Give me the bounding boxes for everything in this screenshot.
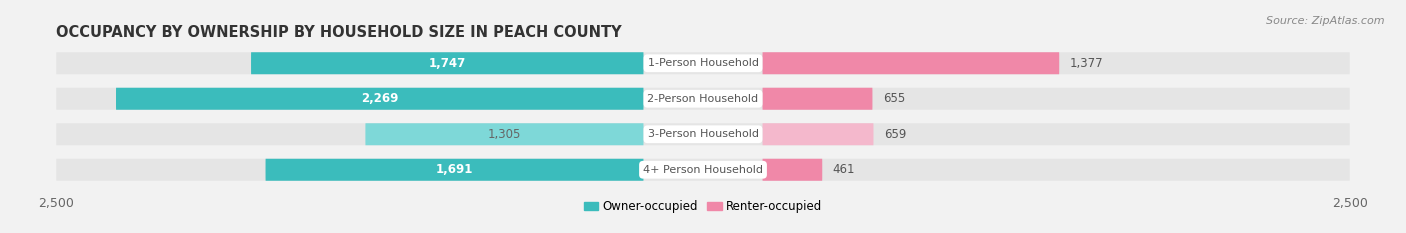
FancyBboxPatch shape (366, 123, 644, 145)
FancyBboxPatch shape (56, 52, 1350, 74)
FancyBboxPatch shape (266, 159, 644, 181)
FancyBboxPatch shape (762, 52, 1059, 74)
Text: 659: 659 (884, 128, 907, 141)
FancyBboxPatch shape (117, 88, 644, 110)
Text: 1,377: 1,377 (1070, 57, 1104, 70)
Text: 1,747: 1,747 (429, 57, 465, 70)
FancyBboxPatch shape (252, 52, 644, 74)
Text: 1,691: 1,691 (436, 163, 474, 176)
Text: 1,305: 1,305 (488, 128, 522, 141)
Text: Source: ZipAtlas.com: Source: ZipAtlas.com (1267, 16, 1385, 26)
FancyBboxPatch shape (56, 159, 1350, 181)
Text: 655: 655 (883, 92, 905, 105)
FancyBboxPatch shape (762, 123, 873, 145)
FancyBboxPatch shape (56, 123, 1350, 145)
Text: 3-Person Household: 3-Person Household (648, 129, 758, 139)
Text: 2-Person Household: 2-Person Household (647, 94, 759, 104)
Text: OCCUPANCY BY OWNERSHIP BY HOUSEHOLD SIZE IN PEACH COUNTY: OCCUPANCY BY OWNERSHIP BY HOUSEHOLD SIZE… (56, 25, 621, 40)
FancyBboxPatch shape (762, 159, 823, 181)
Text: 2,269: 2,269 (361, 92, 398, 105)
Legend: Owner-occupied, Renter-occupied: Owner-occupied, Renter-occupied (579, 195, 827, 218)
Text: 1-Person Household: 1-Person Household (648, 58, 758, 68)
Text: 4+ Person Household: 4+ Person Household (643, 165, 763, 175)
FancyBboxPatch shape (762, 88, 873, 110)
Text: 461: 461 (832, 163, 855, 176)
FancyBboxPatch shape (56, 88, 1350, 110)
